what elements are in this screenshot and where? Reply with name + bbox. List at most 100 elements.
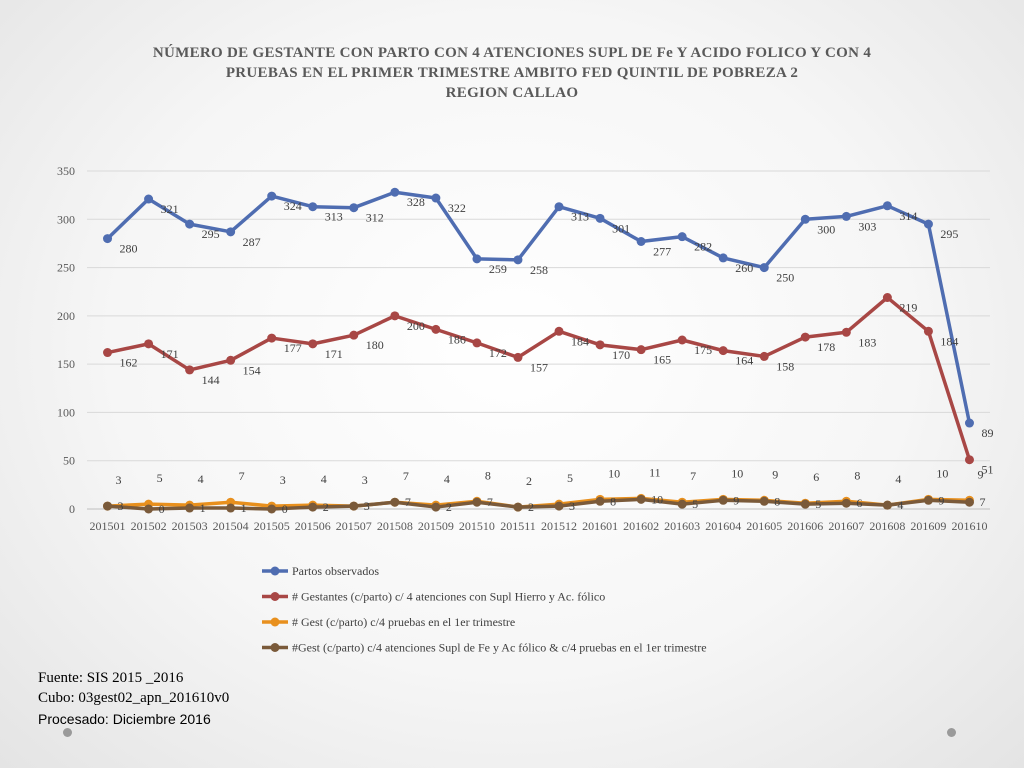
- series-4-point: [431, 502, 441, 512]
- series-2-point: [226, 355, 236, 365]
- series-4-data-label: 8: [610, 494, 616, 508]
- series-2-point: [923, 326, 933, 336]
- y-tick-label: 150: [57, 357, 75, 371]
- series-3-data-label: 8: [485, 468, 491, 482]
- series-4-data-label: 5: [815, 497, 821, 511]
- series-1-data-label: 301: [612, 221, 630, 235]
- series-2-point: [103, 348, 113, 358]
- x-tick-label: 201505: [254, 519, 290, 533]
- legend-entry-4: #Gest (c/parto) c/4 atenciones Supl de F…: [292, 641, 707, 655]
- series-4-point: [103, 501, 113, 511]
- series-line-2: [107, 295, 972, 461]
- series-1-point: [841, 211, 851, 221]
- legend-swatch-marker: [270, 592, 280, 601]
- series-4-point: [513, 502, 523, 512]
- chart-title-line-3: REGION CALLAO: [446, 85, 579, 101]
- series-1-point: [718, 253, 728, 263]
- series-4-point: [636, 494, 646, 504]
- x-tick-label: 201601: [582, 519, 618, 533]
- chart-title-line-2: PRUEBAS EN EL PRIMER TRIMESTRE AMBITO FE…: [226, 65, 798, 81]
- series-3-data-label: 2: [526, 474, 532, 488]
- series-2-data-label: 158: [776, 359, 794, 373]
- series-4-point: [964, 497, 974, 507]
- series-4-data-label: 1: [200, 501, 206, 515]
- series-2-point: [267, 333, 277, 343]
- series-2-data-label: 180: [366, 338, 384, 352]
- series-4-data-label: 3: [118, 499, 124, 513]
- series-2-point: [677, 335, 687, 345]
- series-4-point: [349, 501, 359, 511]
- series-4-data-label: 0: [282, 502, 288, 516]
- series-1-point: [144, 194, 154, 204]
- y-tick-label: 300: [57, 212, 75, 226]
- series-2-data-label: 175: [694, 343, 712, 357]
- series-4-data-label: 7: [405, 495, 411, 509]
- series-3-data-label: 8: [854, 468, 860, 482]
- series-2-point: [513, 352, 523, 362]
- series-4-data-label: 6: [856, 496, 862, 510]
- series-4-data-label: 9: [938, 493, 944, 507]
- series-2-data-label: 177: [284, 341, 302, 355]
- series-4-data-label: 10: [651, 492, 663, 506]
- series-1-point: [882, 201, 892, 211]
- series-2-point: [841, 327, 851, 337]
- series-4-data-label: 3: [364, 499, 370, 513]
- y-tick-label: 350: [57, 164, 75, 178]
- series-2-data-label: 144: [202, 373, 220, 387]
- series-3-data-label: 10: [936, 466, 948, 480]
- series-2-data-label: 183: [858, 335, 876, 349]
- series-4-point: [677, 499, 687, 509]
- series-4-point: [472, 497, 482, 507]
- series-1-point: [636, 236, 646, 246]
- series-2-data-label: 171: [161, 347, 179, 361]
- legend-entry-1: Partos observados: [292, 564, 379, 578]
- series-2-point: [882, 293, 892, 303]
- series-3-data-label: 3: [116, 473, 122, 487]
- x-tick-label: 201606: [787, 519, 823, 533]
- x-tick-label: 201501: [90, 519, 126, 533]
- x-tick-label: 201506: [295, 519, 331, 533]
- series-2-data-label: 184: [940, 334, 958, 348]
- x-tick-label: 201503: [172, 519, 208, 533]
- series-4-point: [595, 496, 605, 506]
- series-4-point: [390, 497, 400, 507]
- gridlines: [87, 170, 990, 510]
- x-tick-label: 201604: [705, 519, 741, 533]
- series-2-data-label: 200: [407, 319, 425, 333]
- series-4-data-label: 2: [446, 500, 452, 514]
- series-2-point: [390, 311, 400, 321]
- y-axis-ticks: 0 50 100 150 200 250 300 350: [57, 164, 75, 516]
- series-4-point: [841, 498, 851, 508]
- series-2-data-label: 184: [571, 334, 589, 348]
- series-1-data-label: 314: [899, 209, 917, 223]
- series-4-point: [308, 502, 318, 512]
- series-4-point: [800, 499, 810, 509]
- x-tick-label: 201610: [951, 519, 987, 533]
- y-tick-label: 200: [57, 309, 75, 323]
- series-1-data-label: 303: [858, 219, 876, 233]
- series-2-data-label: 171: [325, 347, 343, 361]
- series-2-data-label: 51: [981, 463, 993, 477]
- series-4-data-label: 2: [528, 500, 534, 514]
- series-3-data-label: 4: [321, 472, 327, 486]
- series-2-point: [472, 338, 482, 348]
- series-2-point: [349, 330, 359, 340]
- legend-entry-2: # Gestantes (c/parto) c/ 4 atenciones co…: [292, 590, 605, 604]
- series-1-point: [431, 193, 441, 203]
- series-4-data-label: 9: [733, 493, 739, 507]
- series-3-data-label: 4: [895, 472, 901, 486]
- x-tick-label: 201608: [869, 519, 905, 533]
- series-3-data-label: 5: [157, 471, 163, 485]
- series-2-data-label: 178: [817, 340, 835, 354]
- series-1-point: [185, 219, 195, 229]
- series-4-point: [554, 501, 564, 511]
- chart-title: NÚMERO DE GESTANTE CON PARTO CON 4 ATENC…: [153, 44, 871, 101]
- x-tick-label: 201605: [746, 519, 782, 533]
- series-4-point: [759, 496, 769, 506]
- legend-swatch-marker: [270, 617, 280, 627]
- series-1-data-label: 328: [407, 195, 425, 209]
- series-1-point: [923, 219, 933, 229]
- series-1-data-label: 287: [243, 235, 261, 249]
- x-tick-label: 201504: [213, 519, 249, 533]
